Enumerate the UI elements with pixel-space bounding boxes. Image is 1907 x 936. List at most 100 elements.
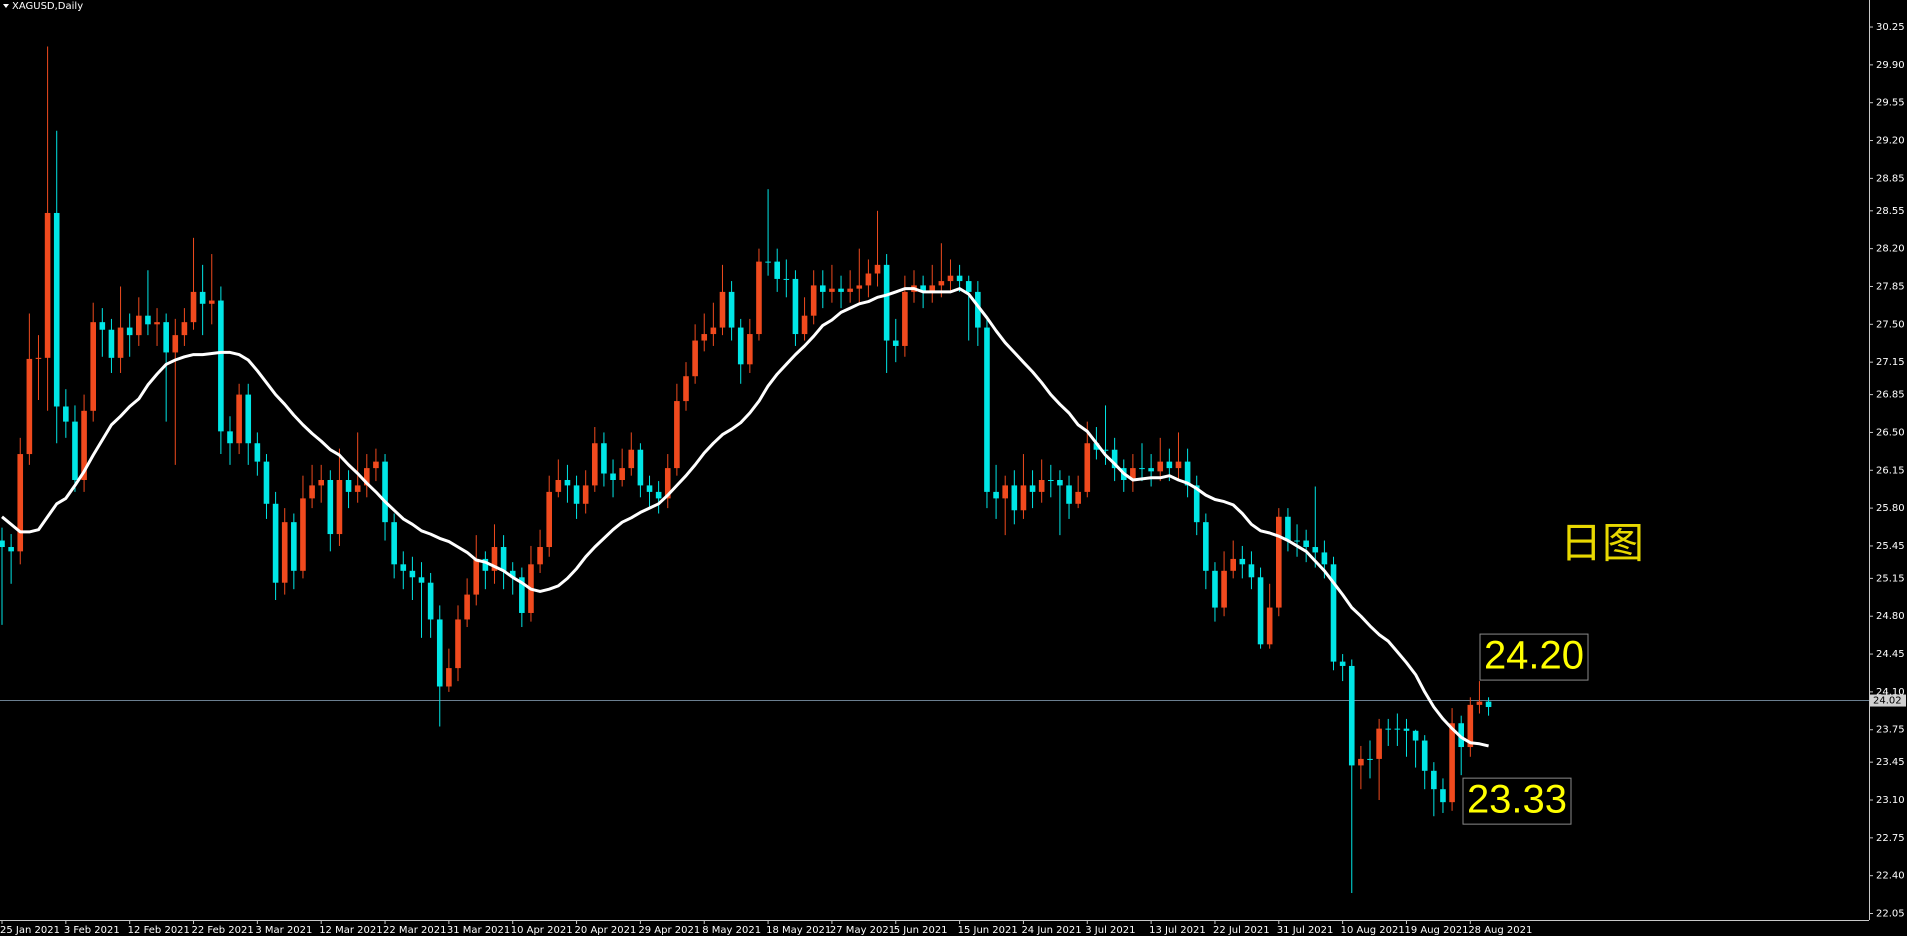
y-tick-label: 29.55	[1876, 98, 1905, 109]
candle-body	[1285, 516, 1291, 541]
candle-body	[592, 443, 598, 486]
x-tick-label: 22 Feb 2021	[192, 925, 254, 936]
candle-body	[81, 410, 87, 480]
candle-body	[1248, 564, 1255, 578]
candle-body	[1403, 728, 1410, 731]
candle-body	[984, 327, 990, 492]
x-tick-label: 31 Mar 2021	[447, 925, 510, 936]
candle-body	[1330, 564, 1337, 662]
y-tick-label: 26.15	[1876, 465, 1905, 476]
y-tick-label: 22.75	[1876, 833, 1905, 844]
candle-body	[163, 322, 169, 353]
candle-body	[318, 480, 324, 486]
y-tick-label: 27.50	[1876, 319, 1905, 330]
x-tick-label: 12 Mar 2021	[319, 925, 382, 936]
candle-body	[400, 564, 407, 571]
candle-body	[391, 522, 397, 565]
candle-body	[710, 327, 717, 335]
candle-body	[674, 401, 680, 469]
candle-body	[26, 358, 33, 455]
annotation-box	[1462, 777, 1572, 825]
candle-body	[1476, 701, 1483, 705]
x-tick-label: 3 Mar 2021	[255, 925, 312, 936]
candle-body	[792, 278, 799, 335]
candle-body	[190, 291, 197, 323]
y-tick-label: 23.45	[1876, 757, 1905, 768]
candle-body	[354, 485, 361, 492]
candle-body	[1339, 661, 1346, 666]
y-tick-label: 24.80	[1876, 611, 1905, 622]
candle-body	[1193, 485, 1200, 523]
candle-body	[655, 491, 662, 499]
candle-body	[883, 264, 890, 341]
candle-body	[956, 275, 963, 282]
x-tick-label: 31 Jul 2021	[1277, 925, 1334, 936]
candle-body	[427, 582, 434, 620]
x-tick-label: 18 May 2021	[766, 925, 831, 936]
candle-body	[53, 212, 60, 407]
y-tick-label: 25.80	[1876, 503, 1905, 514]
x-tick-label: 13 Jul 2021	[1149, 925, 1206, 936]
annotation-label: 24.20	[1484, 634, 1584, 678]
candle-body	[1002, 485, 1008, 499]
candle-body	[309, 485, 315, 499]
y-tick-label: 28.20	[1876, 244, 1905, 255]
x-tick-label: 19 Aug 2021	[1404, 925, 1468, 936]
candle-body	[44, 212, 51, 358]
candle-body	[382, 461, 388, 523]
candle-body	[692, 340, 698, 377]
x-tick-label: 10 Aug 2021	[1341, 925, 1405, 936]
candle-body	[1348, 665, 1355, 766]
y-tick-label: 22.40	[1876, 871, 1905, 882]
candle-body	[181, 322, 188, 336]
menu-arrow[interactable]	[3, 4, 9, 8]
candle-body	[1184, 461, 1191, 486]
last-price-label: 24.02	[1873, 696, 1902, 707]
candle-body	[418, 577, 425, 583]
candle-body	[1139, 468, 1145, 470]
candle-body	[1485, 701, 1492, 708]
annotation-label: 23.33	[1467, 778, 1567, 822]
candle-body	[35, 357, 42, 359]
candle-body	[1394, 728, 1401, 730]
candle-body	[564, 480, 571, 486]
x-tick-label: 5 Jun 2021	[894, 925, 948, 936]
x-tick-label: 15 Jun 2021	[958, 925, 1018, 936]
candle-body	[1358, 758, 1364, 766]
candle-body	[737, 327, 744, 365]
candle-body	[1230, 558, 1236, 571]
candle-body	[373, 461, 379, 469]
candle-body	[72, 421, 78, 480]
candle-body	[929, 285, 936, 292]
candle-body	[1367, 758, 1373, 760]
candle-body	[1276, 516, 1282, 608]
y-tick-label: 23.10	[1876, 795, 1905, 806]
x-tick-label: 3 Feb 2021	[64, 925, 120, 936]
y-tick-label: 28.55	[1876, 206, 1905, 217]
candle-body	[1467, 704, 1474, 748]
candle-body	[902, 291, 908, 346]
x-tick-label: 29 Apr 2021	[638, 925, 700, 936]
candle-body	[1102, 449, 1109, 451]
candle-body	[801, 315, 808, 335]
x-tick-label: 8 May 2021	[702, 925, 761, 936]
candle-body	[500, 547, 507, 571]
moving-average	[1, 287, 1489, 748]
candle-body	[756, 261, 762, 335]
y-tick-label: 30.25	[1876, 22, 1905, 33]
candle-body	[1130, 468, 1136, 480]
candle-body	[172, 335, 179, 353]
annotation-box	[1479, 633, 1589, 681]
candle-body	[1093, 443, 1100, 450]
x-tick-label: 22 Mar 2021	[383, 925, 446, 936]
candle-body	[364, 468, 370, 486]
candle-body	[820, 285, 826, 292]
candle-body	[664, 468, 671, 499]
candle-body	[117, 327, 124, 358]
candle-body	[1321, 552, 1328, 565]
candle-body	[965, 281, 972, 292]
candle-body	[610, 473, 616, 480]
candle-body	[1412, 730, 1419, 741]
candle-body	[1449, 723, 1455, 803]
